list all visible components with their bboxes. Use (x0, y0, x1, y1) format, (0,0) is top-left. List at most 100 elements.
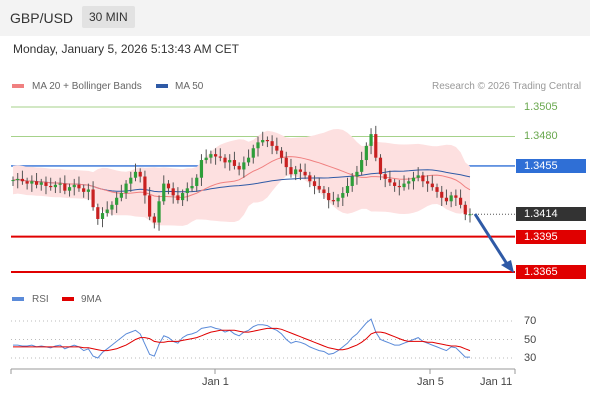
candle-body (298, 169, 302, 172)
candle-body (143, 176, 147, 196)
candle-body (204, 157, 208, 161)
candle-body (374, 134, 378, 158)
candle-body (378, 157, 383, 175)
candle-body (360, 160, 364, 172)
candle-body (430, 183, 434, 188)
candle-body (317, 185, 321, 190)
candle-body (162, 183, 166, 202)
candle-body (232, 160, 237, 166)
candle-body (199, 160, 204, 178)
candle-body (397, 185, 401, 188)
projection-arrow-shaft (473, 213, 509, 265)
credit-text: Research © 2026 Trading Central (432, 81, 582, 92)
ma20-swatch (12, 84, 24, 88)
candle-body (458, 197, 463, 205)
candle-body (449, 195, 453, 202)
candle-body (100, 213, 105, 219)
ma50-legend-label: MA 50 (175, 81, 204, 92)
candle-body (25, 181, 29, 184)
top-bar: GBP/USD 30 MIN (0, 0, 590, 36)
level-label-1-3395: 1.3395 (516, 230, 586, 244)
candle-body (444, 197, 449, 202)
candle-body (393, 182, 397, 186)
candle-body (58, 183, 62, 185)
candle-body (421, 175, 425, 182)
projection-arrow-head (501, 260, 514, 273)
rsi-label-30: 30 (524, 352, 537, 364)
rsi-label-50: 50 (524, 334, 537, 346)
candle-body (39, 182, 43, 185)
x-label-jan-11: Jan 11 (480, 376, 513, 388)
candle-body (294, 169, 298, 175)
candle-body (331, 200, 335, 202)
candle-body (416, 175, 420, 178)
candle-body (237, 165, 241, 170)
rsi-ma-line (13, 327, 471, 352)
candle-body (246, 157, 251, 163)
candle-body (195, 177, 199, 186)
candle-body (322, 189, 326, 194)
timeframe-button[interactable]: 30 MIN (82, 6, 135, 28)
candle-body (53, 184, 58, 188)
ma50-swatch (156, 84, 168, 88)
candle-body (213, 154, 218, 157)
candle-body (364, 145, 368, 161)
candle-body (345, 185, 350, 194)
candle-body (176, 195, 180, 201)
candle-body (166, 183, 171, 189)
candle-body (115, 197, 119, 205)
bollinger-band (13, 129, 470, 226)
level-label-1-3505: 1.3505 (524, 101, 558, 113)
level-label-1-3455: 1.3455 (516, 159, 586, 173)
candle-body (463, 204, 467, 215)
ma20-line (12, 156, 471, 199)
candle-body (388, 178, 392, 183)
candle-body (119, 193, 123, 198)
candle-body (407, 181, 411, 184)
candle-body (105, 209, 109, 214)
candle-body (223, 157, 227, 163)
candle-body (242, 162, 246, 170)
candle-body (138, 171, 142, 177)
candle-body (77, 184, 81, 189)
candle-body (440, 191, 444, 198)
candle-body (152, 216, 156, 223)
level-label-1-3480: 1.3480 (524, 130, 558, 142)
candle-body (110, 204, 114, 210)
candle-body (275, 145, 279, 151)
timestamp: Monday, January 5, 2026 5:13:43 AM CET (13, 42, 239, 56)
candle-body (454, 195, 458, 198)
candle-body (34, 181, 39, 185)
candle-body (124, 183, 128, 194)
candle-body (16, 178, 20, 181)
candle-body (369, 134, 373, 146)
candle-body (336, 197, 340, 202)
candle-body (82, 188, 86, 192)
candles (11, 125, 472, 231)
candle-body (218, 156, 222, 158)
candle-body (402, 183, 406, 188)
candle-body (72, 184, 76, 188)
candle-body (284, 157, 288, 168)
candle-body (350, 176, 354, 186)
rsi-guides (11, 320, 515, 359)
rsi-swatch (12, 297, 24, 301)
candle-body (86, 189, 90, 192)
ma9-legend-label: 9MA (81, 294, 102, 305)
candle-body (44, 182, 48, 186)
candle-body (327, 193, 331, 201)
candle-body (425, 181, 430, 184)
candle-body (148, 195, 152, 217)
candle-body (63, 183, 67, 191)
candle-body (171, 188, 175, 196)
rsi-line (13, 318, 470, 359)
last-price-label: 1.3414 (516, 207, 586, 221)
candle-body (308, 175, 312, 182)
candle-body (129, 177, 133, 184)
candle-body (355, 171, 359, 177)
candle-body (261, 140, 265, 143)
candle-body (256, 142, 260, 149)
candle-body (251, 148, 255, 158)
candle-body (185, 188, 189, 194)
